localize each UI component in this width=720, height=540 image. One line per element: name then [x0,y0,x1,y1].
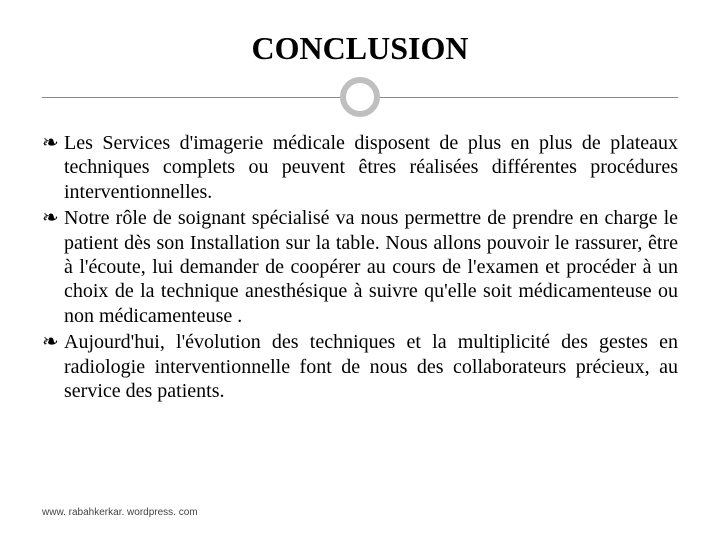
bullet-text: Aujourd'hui, l'évolution des techniques … [64,331,678,402]
bullet-glyph-icon: ❧ [42,206,64,230]
bullet-glyph-icon: ❧ [42,131,64,155]
bullet-text: Les Services d'imagerie médicale dispose… [64,132,678,203]
slide-container: CONCLUSION ❧Les Services d'imagerie médi… [0,0,720,540]
bullet-text: Notre rôle de soignant spécialisé va nou… [64,207,678,327]
slide-title: CONCLUSION [42,30,678,67]
bullet-glyph-icon: ❧ [42,330,64,354]
content-area: ❧Les Services d'imagerie médicale dispos… [42,131,678,403]
bullet-paragraph: ❧Les Services d'imagerie médicale dispos… [42,131,678,204]
divider-circle-icon [340,77,380,117]
bullet-paragraph: ❧Notre rôle de soignant spécialisé va no… [42,206,678,328]
bullet-paragraph: ❧Aujourd'hui, l'évolution des techniques… [42,330,678,403]
footer-url: www. rabahkerkar. wordpress. com [42,507,198,518]
title-divider [42,75,678,119]
